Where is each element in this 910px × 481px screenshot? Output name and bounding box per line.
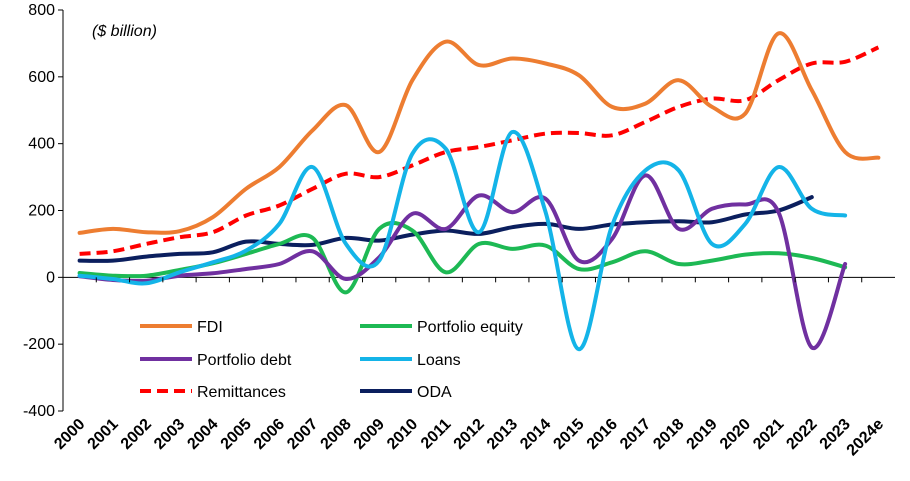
legend-label-loans: Loans [417,352,461,369]
x-tick-label: 2009 [351,416,388,453]
legend-label-fdi: FDI [197,319,223,336]
y-tick-label: 400 [28,136,55,153]
legend: FDI Portfolio equity Portfolio debt Loans Re… [140,319,523,401]
x-tick-label: 2022 [783,416,820,453]
x-tick-label: 2004 [184,416,221,453]
x-tick-label: 2002 [118,416,155,453]
x-tick-label: 2008 [318,416,355,453]
y-tick-label: 200 [28,203,55,220]
legend-label-oda: ODA [417,384,452,401]
x-tick-label: 2003 [151,416,188,453]
y-tick-label: -200 [23,336,55,353]
y-axis-ticks: -400 -200 0 200 400 600 800 [23,2,63,420]
x-tick-label: 2018 [650,416,687,453]
series-line-fdi [77,31,881,235]
y-tick-label: 800 [28,2,55,19]
y-tick-label: 600 [28,69,55,86]
series-line-loans [77,130,848,352]
unit-note: ($ billion) [92,23,157,40]
series-line-portfolio-debt [77,173,848,350]
y-tick-label: -400 [23,403,55,420]
x-tick-label: 2016 [584,416,621,453]
x-tick-label: 2011 [418,416,455,453]
x-tick-label: 2020 [717,416,754,453]
x-tick-label: 2010 [384,416,421,453]
legend-label-remittances: Remittances [197,384,286,401]
y-tick-label: 0 [46,269,55,286]
x-tick-label: 2021 [750,416,787,453]
x-tick-label: 2000 [51,416,88,453]
x-tick-label: 2017 [617,416,654,453]
x-tick-label: 2001 [85,416,122,453]
x-tick-label: 2019 [684,416,721,453]
x-tick-label: 2007 [284,416,321,453]
legend-label-portfolio-equity: Portfolio equity [417,319,523,336]
x-tick-label: 2005 [218,416,255,453]
x-tick-label: 2015 [550,416,587,453]
plot-area [77,31,881,352]
x-tick-label: 2014 [517,416,554,453]
x-tick-label: 2024e [844,416,888,460]
legend-label-portfolio-debt: Portfolio debt [197,352,292,369]
x-tick-label: 2012 [451,416,488,453]
x-tick-label: 2013 [484,416,521,453]
x-tick-label: 2006 [251,416,288,453]
x-axis-ticks: 2000200120022003200420052006200720082009… [51,277,887,459]
